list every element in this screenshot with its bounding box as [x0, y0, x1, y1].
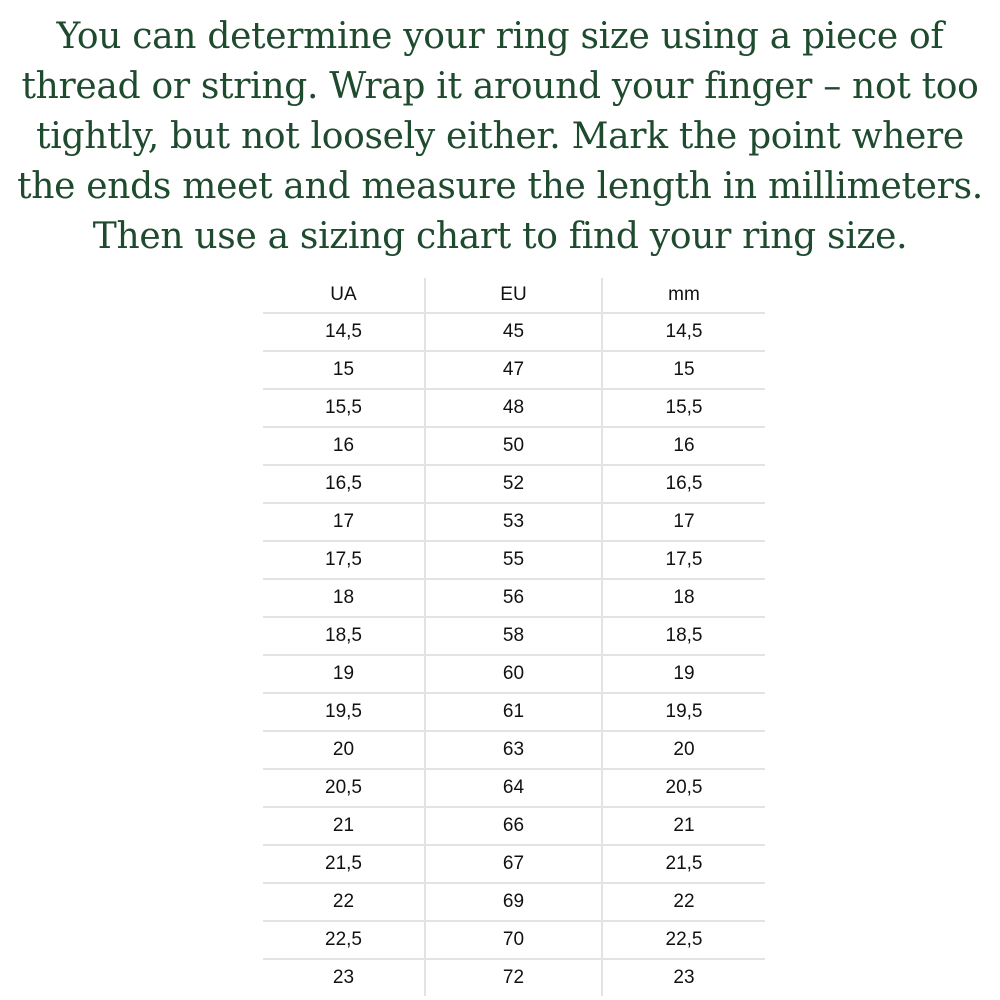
cell-eu: 69 [424, 883, 602, 922]
cell-eu: 45 [424, 313, 602, 352]
cell-mm: 19 [601, 655, 765, 694]
table-row: 19,5 61 19,5 [263, 693, 765, 732]
cell-ua: 21,5 [263, 845, 425, 884]
cell-mm: 14,5 [601, 313, 765, 352]
cell-ua: 15 [263, 351, 425, 390]
cell-mm: 22,5 [601, 921, 765, 960]
header-mm: mm [601, 278, 765, 314]
cell-mm: 17 [601, 503, 765, 542]
ring-size-table: UA EU mm 14,5 45 14,5 15 47 15 15,5 48 15,5 16 50 1… [263, 278, 765, 996]
cell-mm: 20 [601, 731, 765, 770]
cell-eu: 55 [424, 541, 602, 580]
cell-eu: 53 [424, 503, 602, 542]
cell-ua: 22 [263, 883, 425, 922]
cell-eu: 61 [424, 693, 602, 732]
cell-eu: 47 [424, 351, 602, 390]
table-row: 20 63 20 [263, 731, 765, 770]
intro-line: Then use a sizing chart to find your rin… [92, 216, 908, 257]
table-row: 15,5 48 15,5 [263, 389, 765, 428]
cell-mm: 23 [601, 959, 765, 996]
cell-ua: 20 [263, 731, 425, 770]
cell-ua: 19 [263, 655, 425, 694]
cell-eu: 56 [424, 579, 602, 618]
cell-mm: 18,5 [601, 617, 765, 656]
cell-ua: 19,5 [263, 693, 425, 732]
intro-line: thread or string. Wrap it around your fi… [21, 66, 979, 107]
cell-mm: 20,5 [601, 769, 765, 808]
cell-eu: 50 [424, 427, 602, 466]
cell-eu: 67 [424, 845, 602, 884]
cell-mm: 16,5 [601, 465, 765, 504]
table-header-row: UA EU mm [263, 278, 765, 314]
cell-eu: 72 [424, 959, 602, 996]
intro-text: You can determine your ring size using a… [0, 12, 1000, 262]
cell-mm: 22 [601, 883, 765, 922]
intro-line: You can determine your ring size using a… [56, 16, 944, 57]
cell-eu: 60 [424, 655, 602, 694]
cell-eu: 64 [424, 769, 602, 808]
cell-ua: 16,5 [263, 465, 425, 504]
table-row: 22,5 70 22,5 [263, 921, 765, 960]
intro-line: tightly, but not loosely either. Mark th… [36, 116, 964, 157]
cell-ua: 14,5 [263, 313, 425, 352]
cell-ua: 22,5 [263, 921, 425, 960]
table-row: 15 47 15 [263, 351, 765, 390]
table-row: 19 60 19 [263, 655, 765, 694]
cell-mm: 21 [601, 807, 765, 846]
table-row: 23 72 23 [263, 959, 765, 996]
table-row: 18,5 58 18,5 [263, 617, 765, 656]
cell-ua: 21 [263, 807, 425, 846]
cell-ua: 15,5 [263, 389, 425, 428]
table-row: 16 50 16 [263, 427, 765, 466]
table-row: 21 66 21 [263, 807, 765, 846]
cell-ua: 16 [263, 427, 425, 466]
cell-mm: 21,5 [601, 845, 765, 884]
table-row: 17 53 17 [263, 503, 765, 542]
table-row: 17,5 55 17,5 [263, 541, 765, 580]
table-row: 18 56 18 [263, 579, 765, 618]
cell-ua: 20,5 [263, 769, 425, 808]
cell-eu: 48 [424, 389, 602, 428]
intro-line: the ends meet and measure the length in … [17, 166, 983, 207]
table-row: 22 69 22 [263, 883, 765, 922]
cell-ua: 18,5 [263, 617, 425, 656]
table-row: 21,5 67 21,5 [263, 845, 765, 884]
cell-ua: 18 [263, 579, 425, 618]
cell-eu: 52 [424, 465, 602, 504]
cell-eu: 58 [424, 617, 602, 656]
cell-ua: 17,5 [263, 541, 425, 580]
cell-mm: 15,5 [601, 389, 765, 428]
header-ua: UA [263, 278, 425, 314]
table-row: 16,5 52 16,5 [263, 465, 765, 504]
cell-mm: 15 [601, 351, 765, 390]
cell-ua: 23 [332, 967, 355, 988]
cell-mm: 17,5 [601, 541, 765, 580]
cell-mm: 18 [601, 579, 765, 618]
cell-mm: 16 [601, 427, 765, 466]
table-row: 14,5 45 14,5 [263, 313, 765, 352]
table-row: 20,5 64 20,5 [263, 769, 765, 808]
cell-eu: 63 [424, 731, 602, 770]
header-eu: EU [424, 278, 602, 314]
cell-eu: 66 [424, 807, 602, 846]
cell-eu: 70 [424, 921, 602, 960]
cell-ua: 17 [263, 503, 425, 542]
cell-mm: 19,5 [601, 693, 765, 732]
